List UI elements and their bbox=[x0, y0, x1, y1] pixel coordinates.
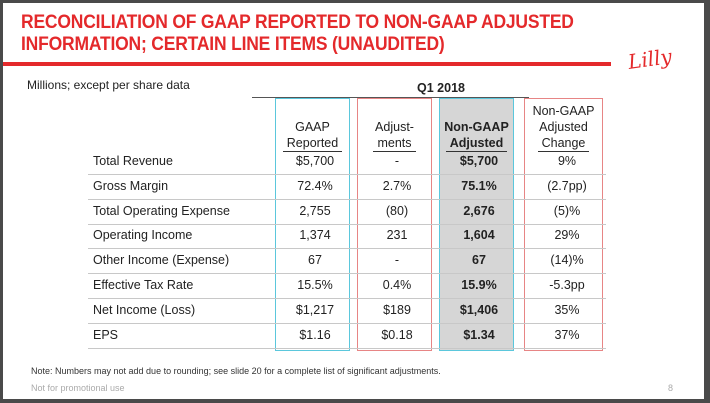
change-value: 37% bbox=[554, 327, 580, 342]
column-header-nongaap: Non-GAAP Adjusted bbox=[444, 120, 509, 152]
adjustment-value: - bbox=[394, 154, 400, 168]
row-label: Other Income (Expense) bbox=[93, 253, 230, 268]
table-row: EPS $1.16 $0.18 $1.34 37% bbox=[88, 324, 606, 349]
gaap-value: $1.16 bbox=[299, 327, 331, 342]
nongaap-value: 1,604 bbox=[463, 228, 495, 243]
gaap-value: 67 bbox=[308, 253, 322, 268]
change-value: 9% bbox=[557, 154, 577, 168]
table-row: Effective Tax Rate 15.5% 0.4% 15.9% -5.3pp bbox=[88, 274, 606, 299]
table-row: Operating Income 1,374 231 1,604 29% bbox=[88, 224, 606, 250]
title-line-2: INFORMATION; CERTAIN LINE ITEMS (UNAUDIT… bbox=[21, 34, 445, 55]
footnote: Note: Numbers may not add due to roundin… bbox=[31, 366, 441, 376]
row-label: Operating Income bbox=[93, 228, 193, 243]
adjustment-value: - bbox=[394, 253, 400, 268]
change-value: 29% bbox=[554, 228, 580, 243]
nongaap-value: 15.9% bbox=[461, 278, 497, 292]
adjustment-value: 0.4% bbox=[382, 278, 412, 292]
table-row: Other Income (Expense) 67 - 67 (14)% bbox=[88, 249, 606, 275]
row-label: Net Income (Loss) bbox=[93, 302, 196, 317]
adjustment-value: $189 bbox=[383, 302, 411, 317]
disclaimer: Not for promotional use bbox=[31, 383, 125, 393]
adjustment-value: 2.7% bbox=[382, 178, 412, 193]
row-label: Effective Tax Rate bbox=[93, 278, 194, 292]
title-divider bbox=[3, 62, 611, 66]
period-underline bbox=[252, 97, 529, 98]
nongaap-value: $1,406 bbox=[459, 302, 499, 317]
adjustment-value: (80) bbox=[385, 203, 409, 218]
change-value: (14)% bbox=[550, 253, 584, 268]
gaap-value: $5,700 bbox=[295, 154, 335, 168]
gaap-value: 72.4% bbox=[297, 178, 333, 193]
change-value: (2.7pp) bbox=[547, 178, 587, 193]
table-row: Net Income (Loss) $1,217 $189 $1,406 35% bbox=[88, 299, 606, 324]
change-value: (5)% bbox=[553, 203, 581, 218]
gaap-value: 1,374 bbox=[299, 228, 331, 243]
column-header-change: Non-GAAP Adjusted Change bbox=[532, 104, 595, 152]
adjustment-value: $0.18 bbox=[381, 327, 413, 342]
nongaap-value: 75.1% bbox=[461, 178, 497, 193]
column-header-adjustments: Adjust- ments bbox=[373, 120, 416, 152]
gaap-value: 2,755 bbox=[299, 203, 331, 218]
period-header: Q1 2018 bbox=[417, 81, 465, 95]
adjustment-value: 231 bbox=[386, 228, 408, 243]
table-row: Gross Margin 72.4% 2.7% 75.1% (2.7pp) bbox=[88, 175, 606, 200]
row-label: EPS bbox=[93, 327, 119, 342]
nongaap-value: $1.34 bbox=[463, 327, 495, 342]
nongaap-value: 67 bbox=[472, 253, 486, 268]
row-label: Total Revenue bbox=[93, 154, 173, 168]
row-label: Total Operating Expense bbox=[93, 203, 230, 218]
units-label: Millions; except per share data bbox=[27, 78, 190, 92]
lilly-logo: Lilly bbox=[626, 44, 674, 74]
table-row: Total Revenue $5,700 - $5,700 9% bbox=[88, 150, 606, 175]
nongaap-value: $5,700 bbox=[459, 154, 499, 168]
row-label: Gross Margin bbox=[93, 178, 169, 193]
slide: RECONCILIATION OF GAAP REPORTED TO NON-G… bbox=[3, 3, 704, 399]
column-header-gaap: GAAP Reported bbox=[275, 103, 350, 152]
change-value: 35% bbox=[554, 302, 580, 317]
nongaap-value: 2,676 bbox=[463, 203, 495, 218]
title-line-1: RECONCILIATION OF GAAP REPORTED TO NON-G… bbox=[21, 12, 574, 33]
change-value: -5.3pp bbox=[549, 278, 585, 292]
table-row: Total Operating Expense 2,755 (80) 2,676 (5)… bbox=[88, 200, 606, 225]
gaap-value: $1,217 bbox=[295, 302, 335, 317]
slide-title: RECONCILIATION OF GAAP REPORTED TO NON-G… bbox=[21, 12, 574, 56]
gaap-value: 15.5% bbox=[297, 278, 333, 292]
page-number: 8 bbox=[668, 383, 674, 393]
